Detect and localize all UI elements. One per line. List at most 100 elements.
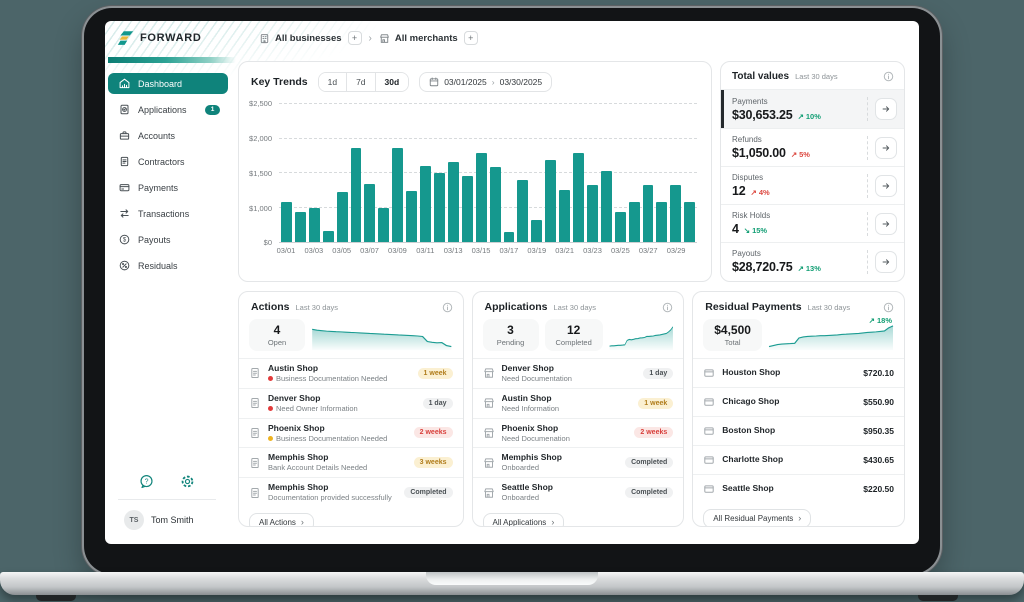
residual-payment-item[interactable]: Houston Shop $720.10 (693, 358, 904, 387)
breadcrumb-all-businesses[interactable]: All businesses (259, 33, 342, 44)
chart-bar-03/09[interactable] (392, 148, 404, 242)
total-value-row[interactable]: Payouts $28,720.75 ↗ 13% (721, 242, 904, 280)
chart-bar-03/18[interactable] (517, 180, 529, 242)
metric-detail-button[interactable] (875, 174, 897, 197)
y-tick-label: $1,000 (249, 203, 272, 213)
chart-bar-03/16[interactable] (489, 166, 501, 242)
chart-bar-03/07[interactable] (364, 183, 376, 242)
applications-info-button[interactable] (662, 302, 673, 313)
residual-payment-item[interactable]: Charlotte Shop $430.65 (693, 445, 904, 474)
chart-bar-03/30[interactable] (684, 201, 696, 242)
x-tick-label: 03/17 (499, 246, 519, 255)
total-value-row[interactable]: Disputes 12 ↗ 4% (721, 166, 904, 204)
age-badge: 1 week (638, 397, 674, 409)
metric-label: Disputes (732, 173, 764, 182)
laptop-base-notch (426, 572, 598, 585)
metric-detail-button[interactable] (875, 136, 897, 159)
chart-bar-03/17[interactable] (503, 231, 515, 242)
all-applications-button[interactable]: All Applications › (482, 512, 565, 527)
chart-bar-03/11[interactable] (420, 165, 431, 242)
total-value-row[interactable]: Risk Holds 4 ↘ 15% (721, 204, 904, 242)
chart-bar-03/03[interactable] (308, 208, 320, 242)
action-item[interactable]: Memphis Shop Documentation provided succ… (239, 477, 463, 507)
application-item[interactable]: Memphis Shop Onboarded Completed (472, 447, 684, 477)
chart-bar-03/10[interactable] (406, 190, 418, 242)
total-values-info-button[interactable] (883, 71, 894, 82)
chart-bar-03/05[interactable] (336, 191, 348, 242)
chart-bar-03/21[interactable] (559, 190, 571, 242)
residual-payment-item[interactable]: Chicago Shop $550.90 (693, 387, 904, 416)
x-tick-label: 03/25 (610, 246, 630, 255)
chart-bar-03/24[interactable] (600, 171, 612, 242)
sidebar-item-dashboard[interactable]: Dashboard (108, 73, 228, 94)
residual-payments-title: Residual Payments (705, 301, 802, 313)
date-range-picker[interactable]: 03/01/2025 › 03/30/2025 (419, 72, 553, 92)
add-business-button[interactable]: + (347, 31, 362, 45)
age-badge: Completed (625, 487, 674, 499)
chart-bar-03/28[interactable] (656, 201, 668, 242)
chart-bar-03/14[interactable] (461, 176, 473, 242)
add-merchant-button[interactable]: + (463, 31, 478, 45)
breadcrumb-all-merchants[interactable]: All merchants (379, 33, 458, 44)
chart-bar-03/15[interactable] (475, 153, 487, 242)
range-30d-button[interactable]: 30d (374, 73, 409, 91)
chart-bar-03/20[interactable] (545, 160, 557, 242)
chart-bar-03/22[interactable] (573, 152, 584, 242)
x-tick-label: 03/15 (471, 246, 491, 255)
actions-info-button[interactable] (442, 302, 453, 313)
sidebar-item-accounts[interactable]: Accounts (108, 125, 228, 146)
chart-bar-03/27[interactable] (642, 185, 654, 242)
laptop-foot (36, 595, 76, 601)
chart-bar-03/06[interactable] (350, 148, 362, 242)
residual-payment-item[interactable]: Boston Shop $950.35 (693, 416, 904, 445)
application-item[interactable]: Austin Shop Need Information 1 week (472, 387, 684, 418)
chart-bar-03/01[interactable] (281, 202, 292, 242)
all-actions-button[interactable]: All Actions › (249, 512, 314, 526)
application-item[interactable]: Denver Shop Need Documentation 1 day (472, 358, 684, 388)
age-badge: 3 weeks (413, 457, 453, 469)
sidebar-item-applications[interactable]: Applications 1 (108, 99, 228, 120)
payment-amount: $950.35 (863, 426, 894, 436)
chart-bar-03/25[interactable] (614, 211, 626, 242)
total-values-period: Last 30 days (795, 72, 838, 81)
action-item[interactable]: Austin Shop Business Documentation Neede… (239, 358, 463, 388)
range-1d-button[interactable]: 1d (318, 73, 347, 91)
chart-bar-03/26[interactable] (628, 201, 640, 242)
application-item[interactable]: Phoenix Shop Need Documenation 2 weeks (472, 417, 684, 448)
application-item[interactable]: Seattle Shop Onboarded Completed (472, 477, 684, 507)
chart-bar-03/19[interactable] (531, 219, 543, 242)
breadcrumb-merchants-label: All merchants (394, 32, 458, 44)
sidebar-item-payouts[interactable]: $ Payouts (108, 229, 228, 250)
x-tick-label: 03/01 (276, 246, 296, 255)
settings-button[interactable] (180, 474, 195, 489)
metric-detail-button[interactable] (875, 212, 897, 235)
trend-percent: 4% (758, 188, 770, 197)
sidebar-item-residuals[interactable]: Residuals (108, 255, 228, 276)
x-tick-label: 03/03 (304, 246, 324, 255)
action-item[interactable]: Denver Shop Need Owner Information 1 day (239, 387, 463, 418)
help-chat-button[interactable]: ? (139, 474, 154, 489)
all-residual-payments-button[interactable]: All Residual Payments › (703, 509, 812, 526)
chart-bar-03/29[interactable] (670, 185, 682, 242)
total-value-row[interactable]: Refunds $1,050.00 ↗ 5% (721, 128, 904, 166)
metric-detail-button[interactable] (875, 250, 897, 273)
action-item[interactable]: Phoenix Shop Business Documentation Need… (239, 417, 463, 448)
sidebar-item-contractors[interactable]: Contractors (108, 151, 228, 172)
chevron-right-icon: › (551, 516, 555, 527)
total-value-row[interactable]: Payments $30,653.25 ↗ 10% (721, 90, 904, 128)
chart-bar-03/13[interactable] (447, 162, 459, 242)
range-7d-button[interactable]: 7d (346, 73, 375, 91)
chart-bar-03/23[interactable] (586, 185, 598, 242)
metric-trend: ↗ 13% (798, 264, 821, 273)
action-item[interactable]: Memphis Shop Bank Account Details Needed… (239, 447, 463, 477)
chart-bar-03/04[interactable] (322, 231, 334, 242)
residual-payments-info-button[interactable] (883, 302, 894, 313)
metric-detail-button[interactable] (875, 98, 897, 120)
chart-bar-03/02[interactable] (294, 211, 306, 242)
sidebar-item-transactions[interactable]: Transactions (108, 203, 228, 224)
chart-bar-03/08[interactable] (378, 208, 390, 242)
user-profile[interactable]: TS Tom Smith (108, 510, 226, 530)
residual-payment-item[interactable]: Seattle Shop $220.50 (693, 474, 904, 503)
sidebar-item-payments[interactable]: Payments (108, 177, 228, 198)
chart-bar-03/12[interactable] (433, 173, 445, 242)
